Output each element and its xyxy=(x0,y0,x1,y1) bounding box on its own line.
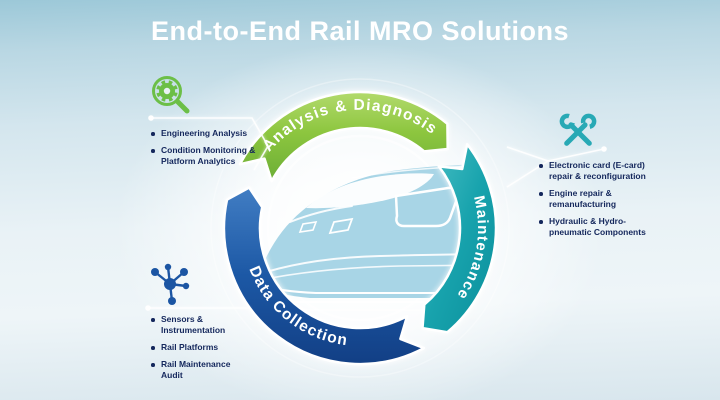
data-collection-item-list: Sensors & Instrumentation Rail Platforms… xyxy=(150,314,254,381)
bullet-item: Engine repair & remanufacturing xyxy=(538,188,650,210)
connector-maintenance xyxy=(506,146,607,188)
connector-data-collection xyxy=(145,305,250,311)
arc-analysis-diagnosis xyxy=(238,90,449,183)
crossed-wrenches-icon xyxy=(559,113,597,146)
bullet-item: Electronic card (E-card) repair & reconf… xyxy=(538,160,650,182)
callout-data-collection: Sensors & Instrumentation Rail Platforms… xyxy=(150,314,254,387)
bullet-item: Engineering Analysis xyxy=(150,128,268,139)
callout-analysis-diagnosis: Engineering Analysis Condition Monitorin… xyxy=(150,128,268,173)
bullet-item: Rail Platforms xyxy=(150,342,254,353)
train-headlight xyxy=(298,221,318,233)
bullet-item: Rail Maintenance Audit xyxy=(150,359,254,381)
page-title: End-to-End Rail MRO Solutions xyxy=(151,16,569,46)
arc-data-collection xyxy=(222,186,426,366)
arc-maintenance xyxy=(421,143,498,334)
connector-analysis xyxy=(148,115,269,171)
outer-ring xyxy=(210,78,510,378)
bullet-item: Condition Monitoring & Platform Analytic… xyxy=(150,145,268,167)
bullet-item: Hydraulic & Hydro-pneumatic Components xyxy=(538,216,650,238)
magnifier-gear-icon xyxy=(152,76,190,114)
train-windshield xyxy=(306,173,434,209)
maintenance-item-list: Electronic card (E-card) repair & reconf… xyxy=(538,160,650,238)
bullet-item: Sensors & Instrumentation xyxy=(150,314,254,336)
train-door-detail xyxy=(328,217,354,235)
analysis-item-list: Engineering Analysis Condition Monitorin… xyxy=(150,128,268,167)
network-hub-icon xyxy=(151,263,190,305)
callout-maintenance: Electronic card (E-card) repair & reconf… xyxy=(538,160,650,244)
